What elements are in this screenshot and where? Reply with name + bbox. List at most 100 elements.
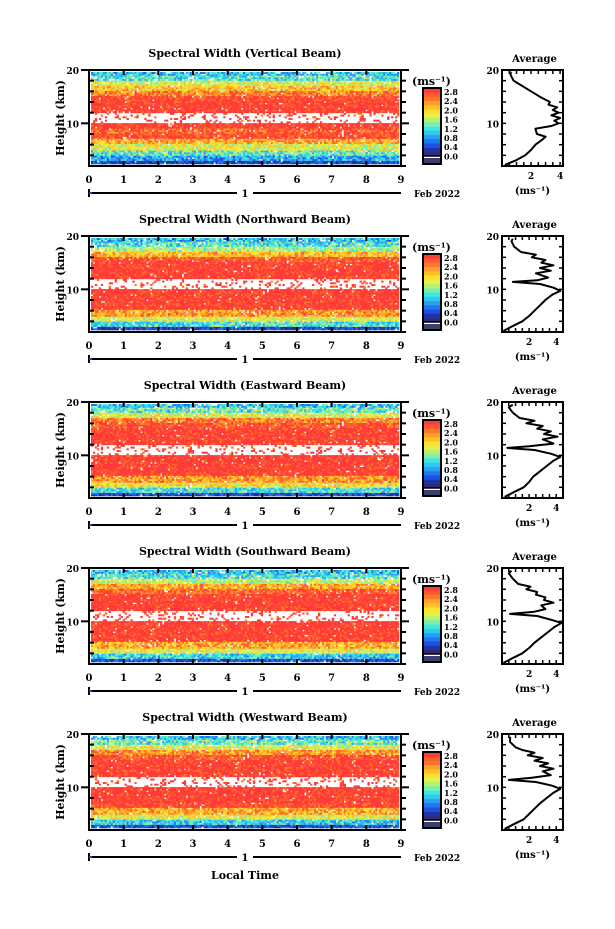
heatmap-cell xyxy=(162,154,164,156)
heatmap-cell xyxy=(356,144,358,146)
heatmap-cell xyxy=(261,130,263,132)
heatmap-cell xyxy=(286,149,288,151)
heatmap-cell xyxy=(150,109,152,111)
heatmap-cell xyxy=(251,162,253,164)
heatmap-cell xyxy=(192,147,194,149)
heatmap-cell xyxy=(255,130,257,132)
heatmap-cell xyxy=(190,144,192,146)
heatmap-cell xyxy=(369,109,371,111)
heatmap-cell xyxy=(361,108,363,110)
heatmap-cell xyxy=(164,149,166,151)
heatmap-cell xyxy=(304,144,306,146)
heatmap-cell xyxy=(367,109,369,111)
heatmap-cell xyxy=(342,108,344,110)
heatmap-cell xyxy=(385,123,387,125)
heatmap-cell xyxy=(267,109,269,111)
heatmap-cell xyxy=(373,123,375,125)
heatmap-cell xyxy=(318,123,320,125)
heatmap-cell xyxy=(344,154,346,156)
heatmap-cell xyxy=(184,128,186,130)
heatmap-cell xyxy=(129,127,131,129)
heatmap-cell xyxy=(227,147,229,149)
heatmap-cell xyxy=(391,123,393,125)
heatmap-cell xyxy=(113,137,115,139)
heatmap-cell xyxy=(284,135,286,137)
heatmap-cell xyxy=(352,157,354,159)
heatmap-cell xyxy=(354,144,356,146)
heatmap-cell xyxy=(166,108,168,110)
heatmap-cell xyxy=(286,130,288,132)
heatmap-cell xyxy=(279,162,281,164)
heatmap-cell xyxy=(158,109,160,111)
heatmap-cell xyxy=(111,135,113,137)
heatmap-cell xyxy=(273,120,275,122)
heatmap-cell xyxy=(241,135,243,137)
heatmap-cell xyxy=(233,135,235,137)
heatmap-cell xyxy=(103,157,105,159)
heatmap-cell xyxy=(119,140,121,142)
heatmap-cell xyxy=(286,162,288,164)
heatmap-cell xyxy=(255,128,257,130)
heatmap-cell xyxy=(306,149,308,151)
heatmap-cell xyxy=(182,137,184,139)
heatmap-cell xyxy=(127,147,129,149)
heatmap-cell xyxy=(330,128,332,130)
heatmap-cell xyxy=(296,157,298,159)
heatmap-cell xyxy=(241,140,243,142)
heatmap-cell xyxy=(330,150,332,152)
heatmap-cell xyxy=(200,133,202,135)
heatmap-cell xyxy=(148,111,150,113)
heatmap-cell xyxy=(284,149,286,151)
heatmap-cell xyxy=(302,147,304,149)
heatmap-cell xyxy=(395,128,397,130)
heatmap-cell xyxy=(117,116,119,118)
heatmap-cell xyxy=(136,162,138,164)
heatmap-cell xyxy=(344,144,346,146)
heatmap-cell xyxy=(261,142,263,144)
heatmap-cell xyxy=(176,149,178,151)
heatmap-cell xyxy=(336,128,338,130)
heatmap-cell xyxy=(170,157,172,159)
heatmap-cell xyxy=(209,154,211,156)
heatmap-cell xyxy=(338,152,340,154)
heatmap-cell xyxy=(152,162,154,164)
heatmap-cell xyxy=(142,128,144,130)
heatmap-cell xyxy=(296,144,298,146)
heatmap-cell xyxy=(361,142,363,144)
heatmap-cell xyxy=(292,157,294,159)
heatmap-cell xyxy=(111,127,113,129)
heatmap-cell xyxy=(142,154,144,156)
heatmap-cell xyxy=(172,162,174,164)
heatmap-cell xyxy=(310,108,312,110)
heatmap-cell xyxy=(101,157,103,159)
heatmap-cell xyxy=(176,123,178,125)
heatmap-cell xyxy=(314,149,316,151)
heatmap-cell xyxy=(144,137,146,139)
heatmap-cell xyxy=(326,154,328,156)
heatmap-cell xyxy=(206,154,208,156)
heatmap-cell xyxy=(182,154,184,156)
heatmap-cell xyxy=(314,116,316,118)
heatmap-cell xyxy=(101,128,103,130)
heatmap-cell xyxy=(363,152,365,154)
heatmap-cell xyxy=(239,132,241,134)
heatmap-cell xyxy=(292,130,294,132)
heatmap-cell xyxy=(251,144,253,146)
heatmap-cell xyxy=(365,152,367,154)
heatmap-cell xyxy=(257,132,259,134)
heatmap-cell xyxy=(328,108,330,110)
heatmap-cell xyxy=(273,109,275,111)
heatmap-cell xyxy=(348,154,350,156)
heatmap-cell xyxy=(363,140,365,142)
heatmap-cell xyxy=(302,132,304,134)
heatmap-cell xyxy=(267,152,269,154)
heatmap-cell xyxy=(192,127,194,129)
heatmap-cell xyxy=(302,157,304,159)
heatmap-cell xyxy=(178,140,180,142)
heatmap-cell xyxy=(211,108,213,110)
heatmap-cell xyxy=(340,130,342,132)
heatmap-cell xyxy=(324,152,326,154)
heatmap-cell xyxy=(190,132,192,134)
heatmap-cell xyxy=(235,157,237,159)
heatmap-cell xyxy=(365,135,367,137)
